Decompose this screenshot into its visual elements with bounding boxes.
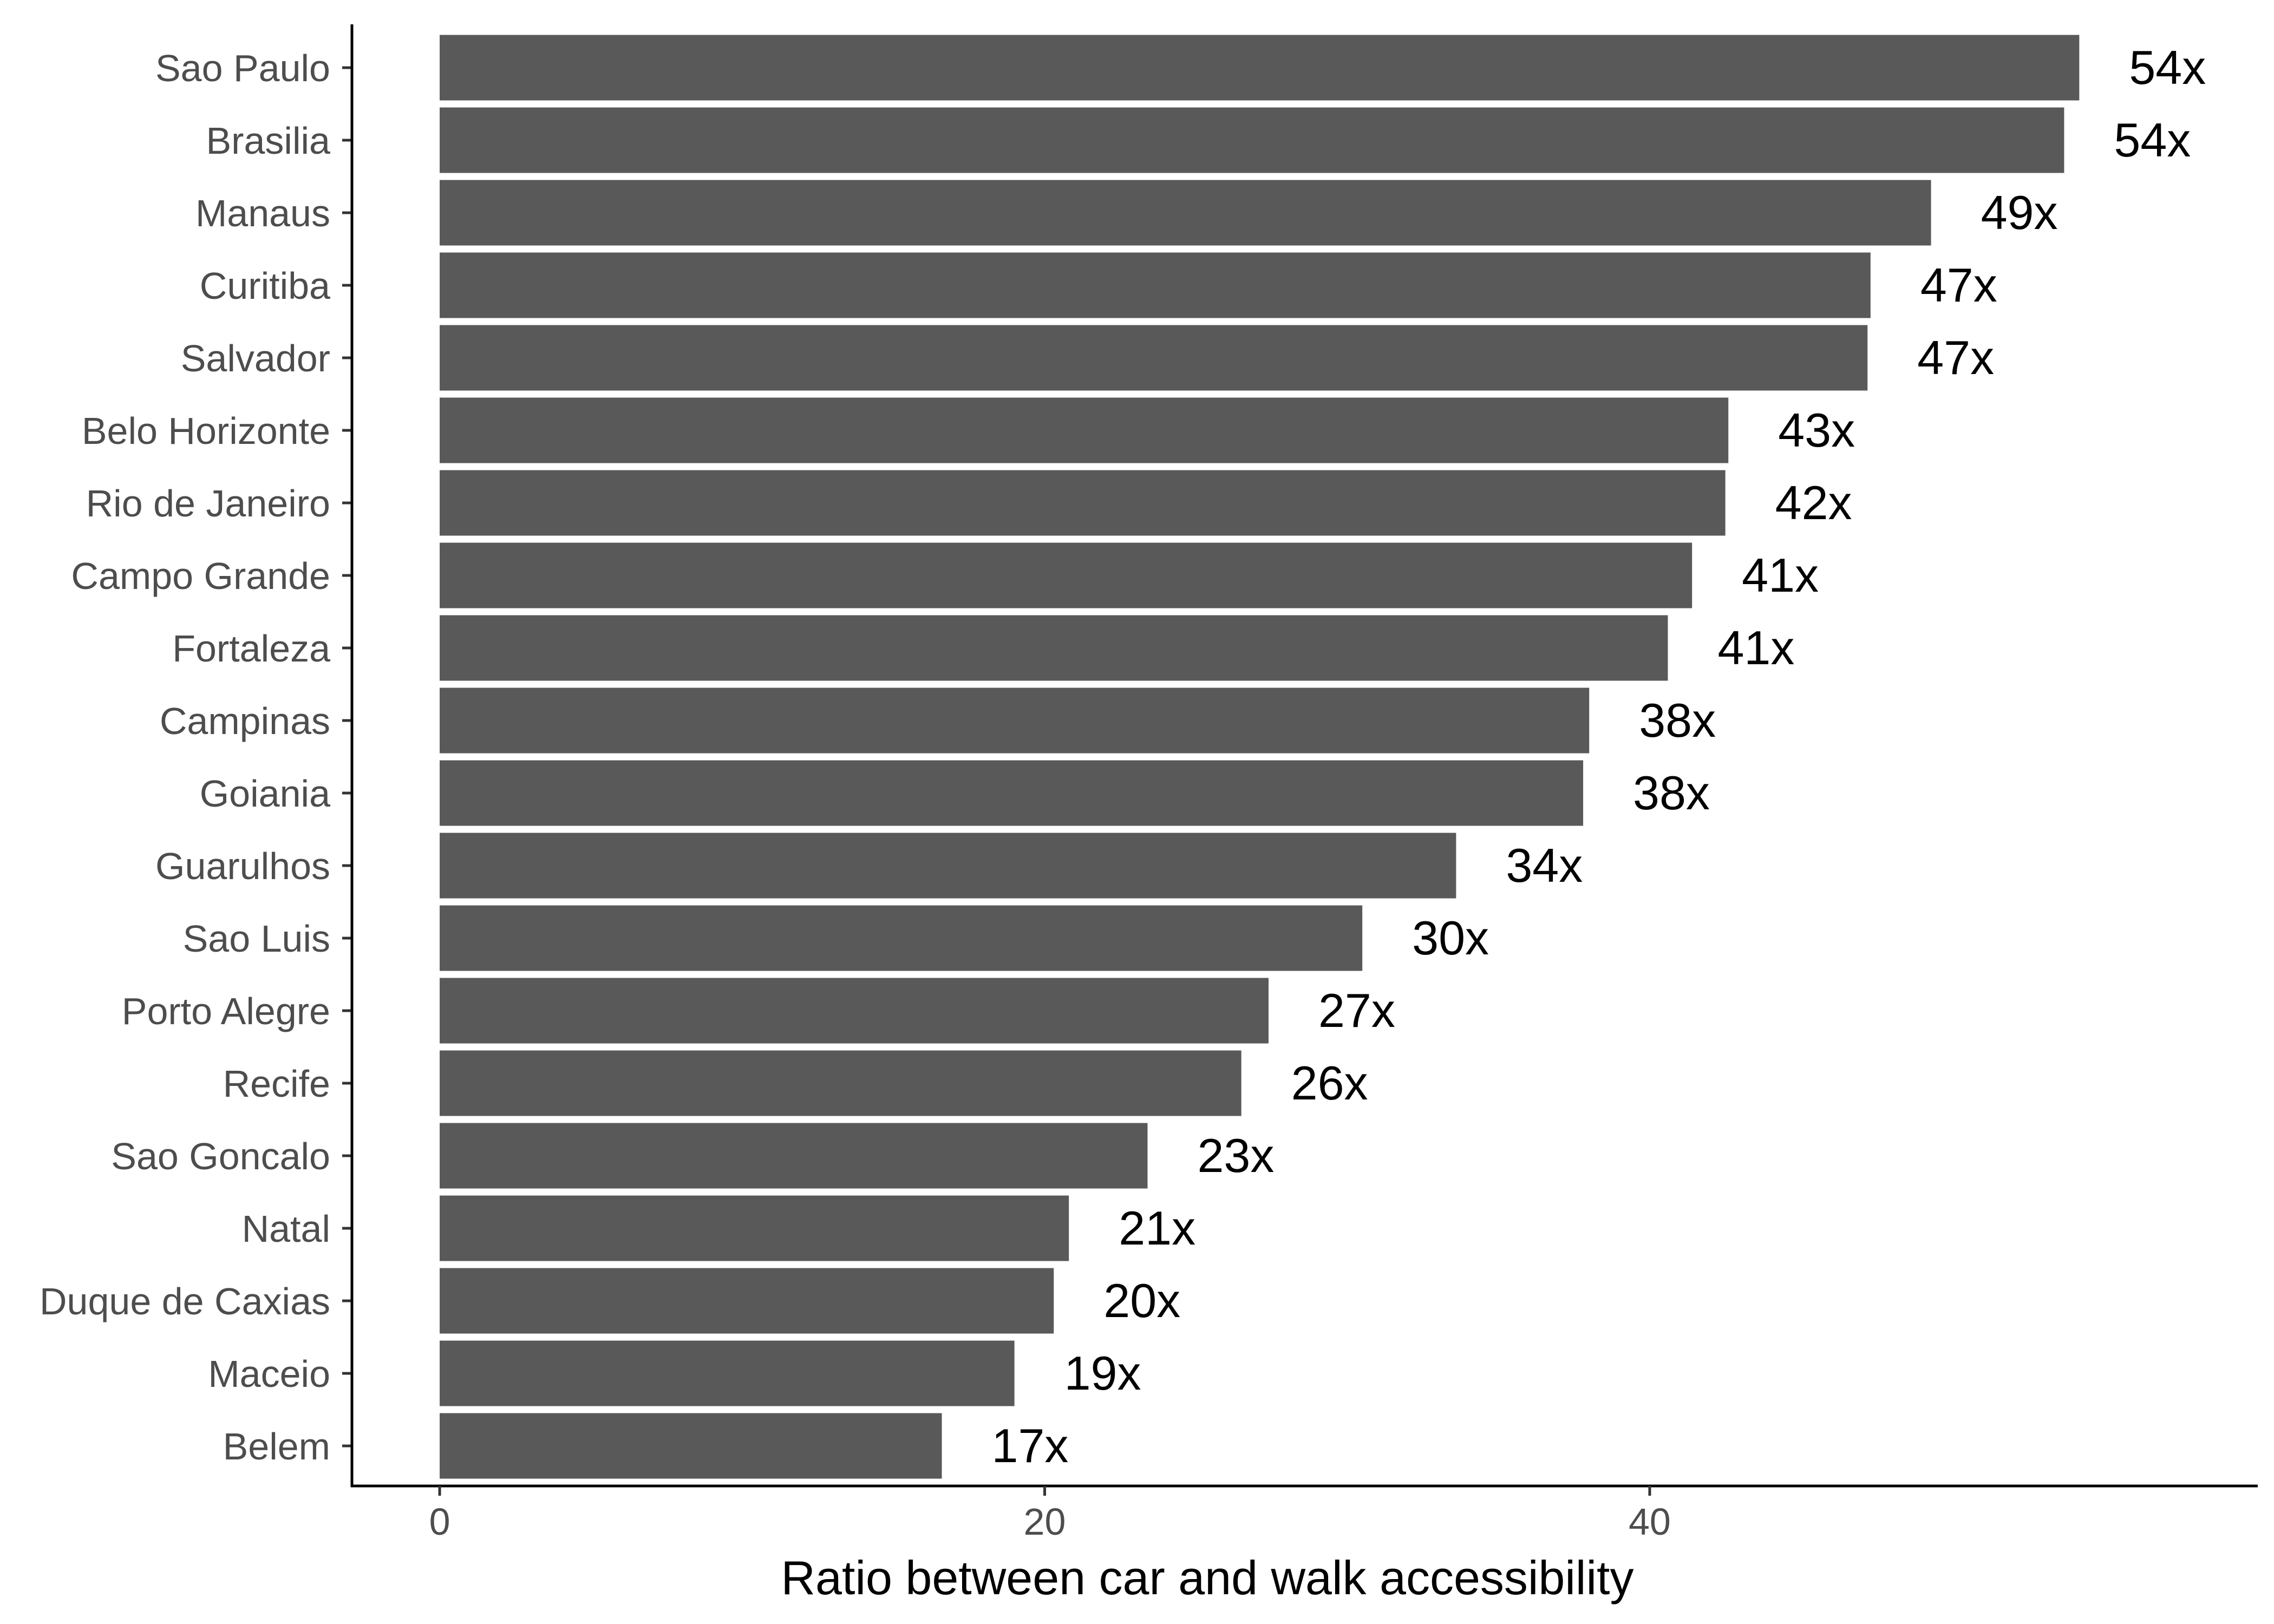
- data-labels-layer: 54x54x49x47x47x43x42x41x41x38x38x34x30x2…: [992, 41, 2206, 1472]
- bar-salvador: [440, 325, 1868, 391]
- bars-layer: [440, 35, 2080, 1479]
- bar-guarulhos: [440, 833, 1456, 899]
- bar-campo-grande: [440, 542, 1693, 608]
- y-tick-label: Sao Luis: [183, 918, 330, 960]
- y-tick-label: Sao Paulo: [155, 47, 330, 89]
- x-tick-label: 0: [429, 1501, 450, 1543]
- data-label: 54x: [2114, 113, 2191, 167]
- y-tick-label: Recife: [223, 1063, 330, 1105]
- data-label: 54x: [2129, 41, 2206, 94]
- y-tick-label: Rio de Janeiro: [86, 482, 330, 525]
- bar-sao-luis: [440, 905, 1363, 971]
- y-tick-label: Salvador: [181, 337, 330, 379]
- bar-campinas: [440, 687, 1590, 754]
- x-axis: 0 20 40: [351, 1484, 2258, 1543]
- bar-belo-horizonte: [440, 397, 1729, 463]
- data-label: 34x: [1506, 839, 1583, 892]
- bar-rio-de-janeiro: [440, 470, 1726, 536]
- y-tick-label: Goiania: [200, 772, 330, 815]
- data-label: 43x: [1778, 403, 1855, 457]
- bar-porto-alegre: [440, 978, 1269, 1044]
- bar-belem: [440, 1413, 942, 1479]
- data-label: 38x: [1639, 693, 1716, 747]
- data-label: 27x: [1318, 984, 1395, 1037]
- y-tick-label: Brasilia: [206, 120, 330, 162]
- y-tick-label: Duque de Caxias: [40, 1280, 330, 1322]
- data-label: 41x: [1742, 548, 1819, 602]
- y-tick-label: Natal: [242, 1208, 330, 1250]
- bar-manaus: [440, 180, 1931, 246]
- bar-goiania: [440, 760, 1584, 826]
- y-tick-label: Porto Alegre: [122, 990, 330, 1032]
- y-tick-label: Manaus: [195, 192, 330, 234]
- y-tick-label: Campinas: [160, 700, 330, 742]
- x-axis-title: Ratio between car and walk accessibility: [781, 1551, 1634, 1605]
- data-label: 42x: [1775, 476, 1852, 529]
- bar-brasilia: [440, 107, 2064, 173]
- y-tick-label: Maceio: [208, 1353, 330, 1395]
- bar-sao-paulo: [440, 35, 2080, 101]
- y-axis: Sao Paulo Brasilia Manaus Curitiba Salvador B…: [40, 24, 354, 1487]
- x-tick-label: 40: [1629, 1501, 1671, 1543]
- bar-sao-goncalo: [440, 1123, 1148, 1189]
- data-label: 30x: [1412, 911, 1489, 965]
- y-tick-label: Guarulhos: [155, 845, 330, 887]
- data-label: 41x: [1717, 621, 1794, 675]
- data-label: 47x: [1917, 331, 1994, 384]
- bar-maceio: [440, 1340, 1015, 1406]
- data-label: 38x: [1633, 766, 1710, 820]
- data-label: 23x: [1197, 1129, 1274, 1182]
- data-label: 19x: [1064, 1346, 1141, 1400]
- data-label: 49x: [1981, 186, 2058, 239]
- data-label: 47x: [1920, 258, 1997, 312]
- x-tick-label: 20: [1024, 1501, 1066, 1543]
- data-label: 17x: [992, 1419, 1069, 1472]
- bar-natal: [440, 1195, 1069, 1261]
- y-tick-label: Curitiba: [200, 265, 330, 307]
- y-tick-label: Sao Goncalo: [111, 1135, 330, 1177]
- bar-duque-de-caxias: [440, 1268, 1054, 1334]
- bar-fortaleza: [440, 615, 1668, 681]
- y-tick-label: Campo Grande: [71, 555, 330, 597]
- y-tick-label: Belem: [223, 1425, 330, 1468]
- data-label: 26x: [1291, 1056, 1368, 1110]
- data-label: 20x: [1103, 1274, 1180, 1327]
- data-label: 21x: [1119, 1201, 1195, 1255]
- bar-curitiba: [440, 252, 1871, 318]
- y-tick-label: Fortaleza: [172, 627, 330, 670]
- bar-recife: [440, 1050, 1241, 1116]
- y-tick-label: Belo Horizonte: [82, 410, 330, 452]
